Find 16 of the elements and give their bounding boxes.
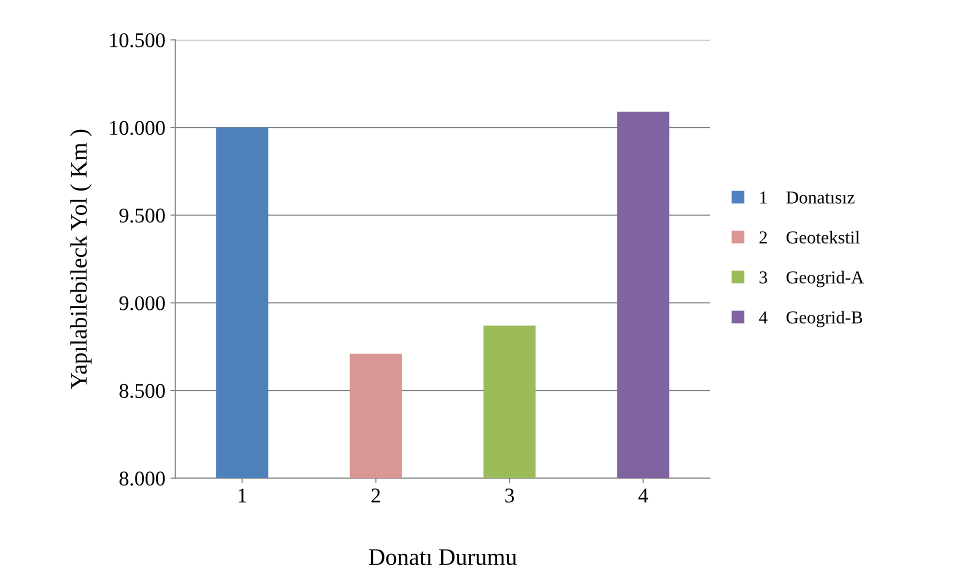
legend-label: 1 Donatısız [760,192,855,204]
y-tick-label: 10.500 [110,33,165,48]
x-tick-label: 4 [638,488,648,502]
x-tick-label: 3 [505,488,514,503]
x-tick-label: 2 [372,488,380,502]
legend-label: 2 Geotekstil [760,230,860,244]
legend-label: 4 Geogrid-B [759,310,862,328]
y-tick-label: 8.500 [120,384,165,398]
y-tick-label: 8.000 [120,472,165,486]
y-axis-title: Yapılabilebileck Yol ( Km ) [70,130,92,390]
x-axis-title: Donatı Durumu [368,549,517,566]
legend-label: 3 Geogrid-A [760,270,864,288]
y-tick-label: 10.000 [110,120,165,136]
x-tick-label: 1 [238,488,246,502]
y-tick-label: 9.500 [119,208,165,223]
y-tick-label: 9.000 [119,296,165,310]
